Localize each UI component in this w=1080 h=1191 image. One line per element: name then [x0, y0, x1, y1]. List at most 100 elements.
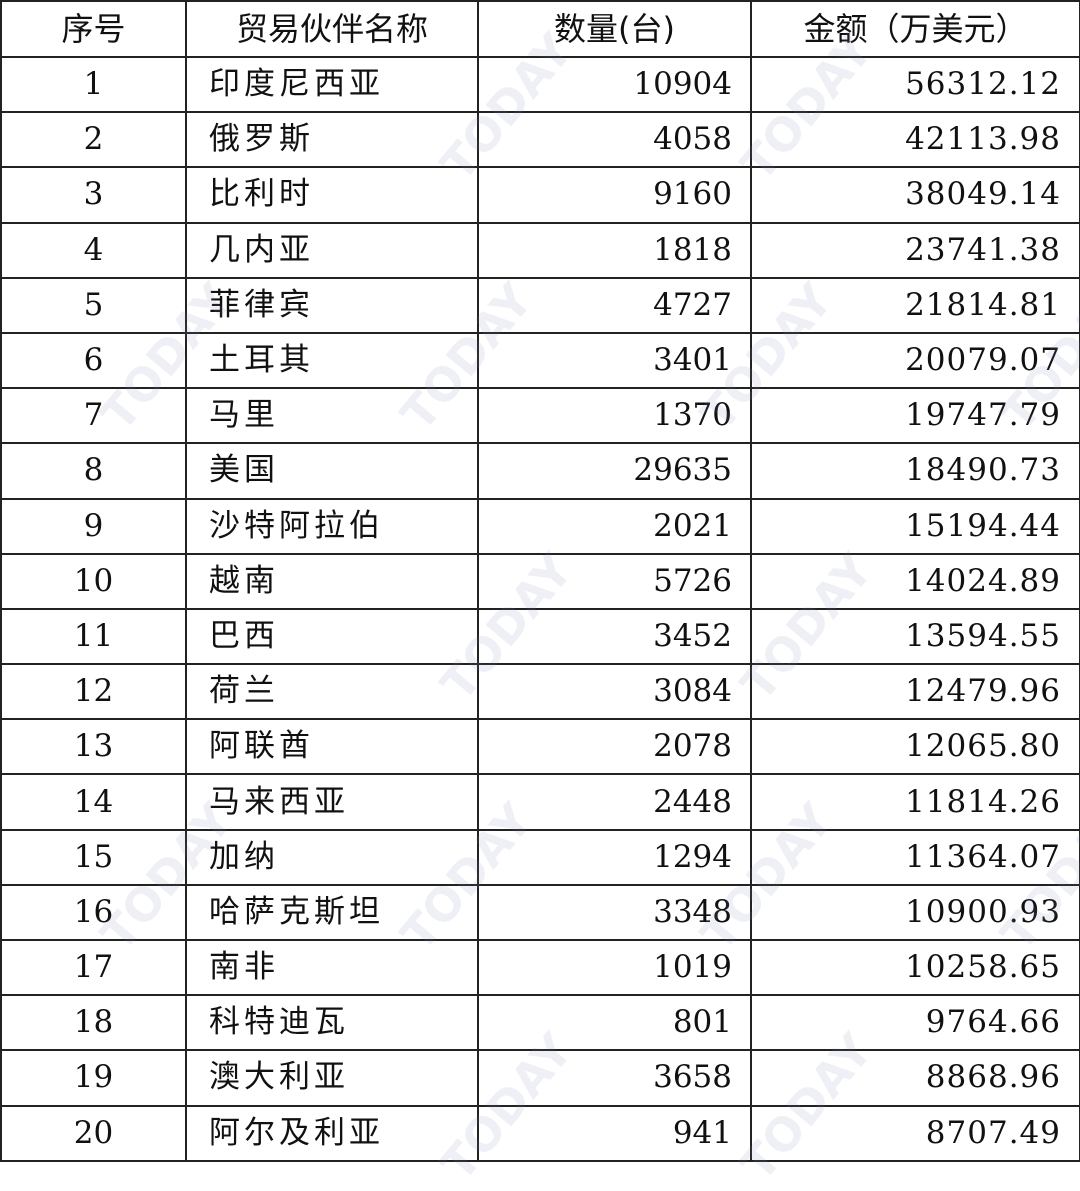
cell-index: 3 [0, 166, 187, 224]
cell-quantity: 2078 [477, 718, 752, 776]
table-row: 20 阿尔及利亚 941 8707.49 [0, 1104, 1080, 1162]
cell-amount: 42113.98 [750, 111, 1080, 169]
cell-amount: 11364.07 [750, 828, 1080, 886]
cell-quantity: 2448 [477, 773, 752, 831]
header-row: 序号 贸易伙伴名称 数量(台) 金额（万美元） [0, 0, 1080, 58]
cell-quantity: 3658 [477, 1049, 752, 1107]
cell-quantity: 3348 [477, 883, 752, 942]
table-row: 7 马里 1370 19747.79 [0, 387, 1080, 445]
cell-index: 14 [0, 773, 187, 831]
cell-quantity: 1294 [477, 828, 752, 886]
table-row: 15 加纳 1294 11364.07 [0, 828, 1080, 886]
table-row: 12 荷兰 3084 12479.96 [0, 663, 1080, 721]
table-row: 8 美国 29635 18490.73 [0, 442, 1080, 500]
cell-index: 7 [0, 387, 187, 445]
cell-amount: 19747.79 [750, 387, 1080, 445]
cell-partner-name: 马来西亚 [185, 773, 479, 831]
table-row: 19 澳大利亚 3658 8868.96 [0, 1049, 1080, 1107]
cell-quantity: 29635 [477, 442, 752, 500]
cell-partner-name: 阿尔及利亚 [185, 1104, 479, 1162]
cell-amount: 18490.73 [750, 442, 1080, 500]
cell-quantity: 2021 [477, 497, 752, 555]
cell-index: 5 [0, 276, 187, 334]
cell-partner-name: 巴西 [185, 607, 479, 666]
cell-index: 16 [0, 883, 187, 942]
cell-quantity: 1370 [477, 387, 752, 445]
cell-quantity: 1019 [477, 938, 752, 997]
cell-partner-name: 哈萨克斯坦 [185, 883, 479, 942]
cell-index: 9 [0, 497, 187, 555]
cell-amount: 9764.66 [750, 994, 1080, 1052]
table-row: 3 比利时 9160 38049.14 [0, 166, 1080, 224]
header-index: 序号 [0, 0, 187, 58]
cell-partner-name: 印度尼西亚 [185, 55, 479, 114]
cell-partner-name: 阿联酋 [185, 718, 479, 776]
cell-index: 17 [0, 938, 187, 997]
table-row: 1 印度尼西亚 10904 56312.12 [0, 55, 1080, 114]
cell-amount: 21814.81 [750, 276, 1080, 334]
cell-partner-name: 几内亚 [185, 221, 479, 279]
cell-partner-name: 南非 [185, 938, 479, 997]
cell-amount: 15194.44 [750, 497, 1080, 555]
cell-partner-name: 荷兰 [185, 663, 479, 721]
table-row: 5 菲律宾 4727 21814.81 [0, 276, 1080, 334]
cell-index: 6 [0, 331, 187, 390]
cell-amount: 12065.80 [750, 718, 1080, 776]
cell-quantity: 4058 [477, 111, 752, 169]
cell-amount: 8707.49 [750, 1104, 1080, 1162]
cell-quantity: 5726 [477, 552, 752, 610]
cell-partner-name: 菲律宾 [185, 276, 479, 334]
cell-quantity: 801 [477, 994, 752, 1052]
header-partner-name: 贸易伙伴名称 [185, 0, 479, 58]
cell-amount: 10900.93 [750, 883, 1080, 942]
cell-quantity: 3084 [477, 663, 752, 721]
cell-partner-name: 美国 [185, 442, 479, 500]
table-row: 9 沙特阿拉伯 2021 15194.44 [0, 497, 1080, 555]
cell-index: 4 [0, 221, 187, 279]
cell-amount: 20079.07 [750, 331, 1080, 390]
table-row: 16 哈萨克斯坦 3348 10900.93 [0, 883, 1080, 942]
table-row: 11 巴西 3452 13594.55 [0, 607, 1080, 666]
table-row: 17 南非 1019 10258.65 [0, 938, 1080, 997]
cell-partner-name: 科特迪瓦 [185, 994, 479, 1052]
table-row: 18 科特迪瓦 801 9764.66 [0, 994, 1080, 1052]
cell-partner-name: 比利时 [185, 166, 479, 224]
cell-amount: 38049.14 [750, 166, 1080, 224]
table-row: 4 几内亚 1818 23741.38 [0, 221, 1080, 279]
cell-index: 13 [0, 718, 187, 776]
cell-quantity: 941 [477, 1104, 752, 1162]
cell-partner-name: 沙特阿拉伯 [185, 497, 479, 555]
cell-quantity: 3401 [477, 331, 752, 390]
cell-quantity: 9160 [477, 166, 752, 224]
table-row: 14 马来西亚 2448 11814.26 [0, 773, 1080, 831]
cell-partner-name: 澳大利亚 [185, 1049, 479, 1107]
cell-index: 1 [0, 55, 187, 114]
trade-partner-table: 序号 贸易伙伴名称 数量(台) 金额（万美元） 1 印度尼西亚 10904 56312… [0, 0, 1080, 1162]
cell-amount: 11814.26 [750, 773, 1080, 831]
cell-partner-name: 土耳其 [185, 331, 479, 390]
cell-index: 15 [0, 828, 187, 886]
cell-partner-name: 加纳 [185, 828, 479, 886]
cell-index: 11 [0, 607, 187, 666]
cell-index: 18 [0, 994, 187, 1052]
cell-partner-name: 越南 [185, 552, 479, 610]
cell-index: 12 [0, 663, 187, 721]
cell-amount: 8868.96 [750, 1049, 1080, 1107]
cell-partner-name: 马里 [185, 387, 479, 445]
table-row: 13 阿联酋 2078 12065.80 [0, 718, 1080, 776]
cell-amount: 12479.96 [750, 663, 1080, 721]
cell-quantity: 3452 [477, 607, 752, 666]
cell-amount: 13594.55 [750, 607, 1080, 666]
cell-partner-name: 俄罗斯 [185, 111, 479, 169]
cell-index: 10 [0, 552, 187, 610]
cell-amount: 23741.38 [750, 221, 1080, 279]
cell-index: 2 [0, 111, 187, 169]
header-amount: 金额（万美元） [750, 0, 1080, 58]
cell-quantity: 10904 [477, 55, 752, 114]
cell-amount: 56312.12 [750, 55, 1080, 114]
cell-index: 8 [0, 442, 187, 500]
cell-index: 19 [0, 1049, 187, 1107]
cell-amount: 10258.65 [750, 938, 1080, 997]
cell-quantity: 4727 [477, 276, 752, 334]
cell-quantity: 1818 [477, 221, 752, 279]
